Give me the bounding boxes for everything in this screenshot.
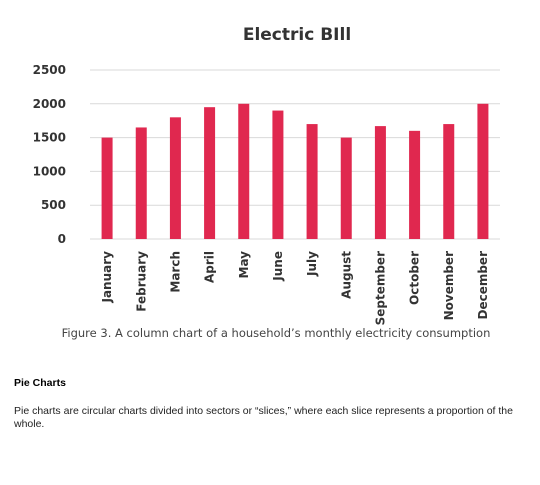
y-tick-label: 2000 (33, 97, 66, 111)
x-tick-label: August (339, 251, 353, 299)
chart-title: Electric BIll (243, 25, 351, 45)
gridlines (90, 69, 500, 240)
bar-january (101, 137, 113, 239)
x-axis-ticks: January February March April May June July Augu… (100, 251, 490, 326)
y-tick-label: 2500 (33, 63, 66, 77)
x-tick-label: April (203, 251, 217, 283)
bar-may (238, 103, 250, 239)
x-tick-label: October (408, 251, 422, 305)
x-tick-label: January (100, 251, 114, 304)
bar-august (340, 137, 352, 239)
bar-october (409, 130, 421, 239)
column-chart: Electric BIll 0 500 1000 1500 2000 2500 Janua… (33, 25, 500, 340)
x-tick-label: March (168, 251, 182, 293)
x-tick-label: September (373, 251, 387, 325)
x-tick-label: November (442, 251, 456, 320)
y-tick-label: 1500 (33, 131, 66, 145)
section-heading: Pie Charts (14, 377, 66, 389)
bar-february (135, 127, 147, 239)
bar-july (306, 124, 318, 239)
x-tick-label: February (134, 251, 148, 312)
bar-june (272, 110, 284, 239)
bar-december (477, 103, 489, 239)
bar-september (374, 126, 386, 239)
x-tick-label: December (476, 251, 490, 320)
y-tick-label: 1000 (33, 164, 66, 178)
x-tick-label: July (305, 251, 319, 277)
x-tick-label: June (271, 251, 285, 282)
bars (101, 103, 489, 240)
section-body: Pie charts are circular charts divided i… (14, 405, 513, 430)
y-tick-label: 0 (58, 232, 66, 246)
figure-caption: Figure 3. A column chart of a household’… (62, 326, 491, 340)
y-tick-label: 500 (41, 198, 66, 212)
y-axis-ticks: 0 500 1000 1500 2000 2500 (33, 63, 66, 246)
bar-november (443, 124, 455, 239)
bar-march (169, 117, 181, 239)
bar-april (204, 107, 216, 240)
x-tick-label: May (237, 251, 251, 279)
